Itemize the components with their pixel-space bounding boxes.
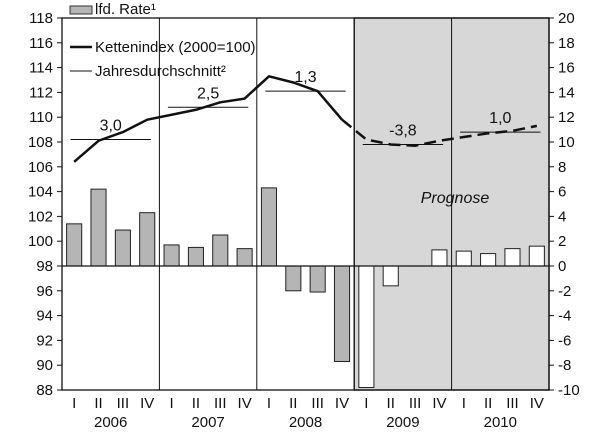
year-label: 2010 [484, 414, 517, 431]
left-tick-label: 98 [36, 258, 53, 275]
left-tick-label: 118 [29, 10, 53, 27]
right-tick-label: -4 [558, 308, 571, 325]
right-tick-label: -6 [558, 332, 571, 349]
forecast-label: Prognose [421, 190, 490, 207]
left-tick-label: 90 [36, 357, 53, 374]
legend-average-label: Jahresdurchschnitt² [95, 63, 226, 80]
right-tick-label: 10 [558, 134, 575, 151]
right-tick-label: -8 [558, 357, 571, 374]
quarter-label: I [364, 395, 368, 412]
bar [66, 223, 83, 267]
quarter-label: III [409, 395, 422, 412]
forecast-frame [353, 17, 550, 391]
bar [504, 248, 521, 267]
left-tick-label: 92 [36, 332, 53, 349]
bar [163, 244, 180, 267]
bar [309, 265, 326, 293]
quarter-label: IV [432, 395, 446, 412]
quarter-label: II [94, 395, 102, 412]
bar [431, 249, 448, 267]
left-tick-label: 110 [29, 109, 53, 126]
annual-average-labels: 3,0 2,5 1,3 -3,8 1,0 [100, 69, 512, 139]
bar [358, 265, 375, 389]
year-labels: 2006 2007 2008 2009 2010 [94, 414, 517, 431]
legend: lfd. Rate¹ Kettenindex (2000=100) Jahres… [69, 1, 256, 80]
bar [285, 265, 302, 292]
annual-average-label: 2,5 [197, 85, 219, 102]
bar [333, 265, 351, 362]
right-tick-label: 12 [558, 109, 575, 126]
left-tick-label: 108 [28, 134, 53, 151]
left-axis: 88 90 92 94 96 98 100 102 104 106 108 110 112 114 116 1… [28, 10, 62, 399]
left-tick-label: 104 [28, 184, 53, 201]
annual-average-label: 3,0 [100, 118, 122, 135]
year-label: 2006 [94, 414, 127, 431]
right-tick-label: 8 [558, 159, 566, 176]
annual-average-label: -3,8 [389, 122, 417, 139]
annual-average-label: 1,3 [294, 69, 316, 86]
right-tick-label: 18 [558, 35, 575, 52]
quarter-label: I [267, 395, 271, 412]
quarter-label: II [484, 395, 492, 412]
quarter-label: I [462, 395, 466, 412]
bar [114, 229, 131, 267]
quarter-label: II [387, 395, 395, 412]
quarter-label: I [72, 395, 76, 412]
year-label: 2008 [289, 414, 322, 431]
quarter-labels: I II III IV I II III IV I II III IV I II III IV I II III IV [72, 395, 544, 412]
right-tick-label: 20 [558, 10, 575, 27]
bar [260, 187, 278, 267]
bar [90, 188, 107, 267]
index-line-actual [73, 75, 343, 163]
quarter-label: III [506, 395, 519, 412]
bar [236, 248, 253, 267]
quarter-label: III [214, 395, 227, 412]
right-tick-label: 16 [558, 60, 575, 77]
quarter-label: I [169, 395, 173, 412]
left-tick-label: 88 [36, 382, 53, 399]
index-line-forecast [341, 118, 538, 147]
bars [66, 187, 545, 389]
index-line [73, 75, 538, 163]
right-axis: -10 -8 -6 -4 -2 0 2 4 6 8 10 12 14 16 18 20 [549, 10, 580, 399]
right-tick-label: 2 [558, 233, 566, 250]
year-label: 2007 [191, 414, 224, 431]
quarter-label: III [117, 395, 130, 412]
bar [455, 250, 472, 267]
bar [212, 234, 229, 267]
quarter-label: III [311, 395, 324, 412]
legend-index-label: Kettenindex (2000=100) [95, 39, 256, 56]
quarter-label: IV [238, 395, 252, 412]
annual-average-label: 1,0 [489, 110, 511, 127]
left-tick-label: 116 [29, 35, 53, 52]
left-tick-label: 96 [36, 283, 53, 300]
bar [187, 246, 204, 267]
legend-bar-label: lfd. Rate¹ [95, 1, 156, 18]
quarter-label: IV [140, 395, 154, 412]
quarter-label: II [192, 395, 200, 412]
legend-bar-swatch [69, 5, 93, 15]
left-tick-label: 112 [29, 84, 53, 101]
quarter-label: II [289, 395, 297, 412]
left-tick-label: 94 [36, 308, 53, 325]
bar [139, 212, 156, 267]
bar [480, 253, 497, 267]
left-tick-label: 106 [28, 159, 53, 176]
left-tick-label: 114 [29, 60, 53, 77]
right-tick-label: 14 [558, 84, 575, 101]
left-tick-label: 102 [28, 208, 53, 225]
year-label: 2009 [386, 414, 419, 431]
quarter-label: IV [335, 395, 349, 412]
right-tick-label: -10 [558, 382, 580, 399]
bar [382, 265, 399, 287]
right-tick-label: -2 [558, 283, 571, 300]
right-tick-label: 0 [558, 258, 566, 275]
quarter-label: IV [530, 395, 544, 412]
right-tick-label: 6 [558, 184, 566, 201]
right-tick-label: 4 [558, 208, 566, 225]
left-tick-label: 100 [28, 233, 53, 250]
bar [528, 245, 545, 267]
